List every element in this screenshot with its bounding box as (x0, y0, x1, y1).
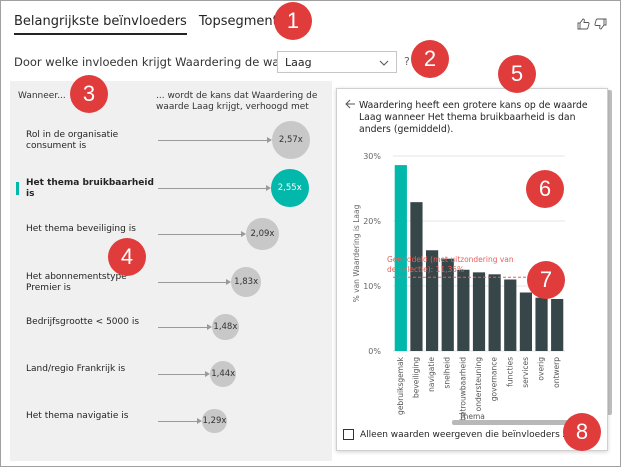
x-tick-label: governance (490, 357, 499, 402)
column-header-when: Wanneer... (18, 91, 66, 101)
dropdown-selected-value: Laag (285, 55, 312, 69)
influencer-label[interactable]: Het abonnementstype Premier is (26, 272, 127, 293)
influencer-filter-checkbox[interactable] (343, 429, 354, 440)
connector-line (158, 282, 226, 283)
arrowhead (205, 371, 210, 377)
x-tick-label: snelheid (443, 357, 452, 389)
chevron-down-icon (379, 56, 389, 69)
bar-gebruiksgemak[interactable] (394, 165, 407, 351)
arrowhead (226, 279, 231, 285)
callout-badge-5: 5 (498, 55, 536, 93)
x-tick-label: functies (505, 357, 514, 387)
y-tick-label: 20% (363, 217, 381, 226)
callout-badge-8: 8 (563, 413, 601, 451)
x-axis-label: Thema (458, 412, 485, 421)
vertical-scrollbar[interactable] (607, 90, 612, 415)
selected-indicator (16, 182, 19, 195)
help-icon[interactable]: ? (404, 55, 410, 68)
influence-bubble[interactable]: 2,09x (246, 217, 279, 251)
bar-betrouwbaarheid[interactable] (457, 269, 470, 351)
feedback-icons (577, 18, 607, 33)
influencer-filter-label: Alleen waarden weergeven die beïnvloeder… (360, 429, 579, 440)
influencer-label[interactable]: Het thema bruikbaarheid is (26, 178, 154, 199)
arrowhead (266, 185, 271, 191)
bar-navigatie[interactable] (425, 250, 439, 351)
bar-snelheid[interactable] (441, 258, 454, 351)
bar-overig[interactable] (535, 297, 548, 351)
bar-beveiliging[interactable] (410, 202, 423, 351)
x-tick-label: beveiliging (411, 357, 420, 398)
connector-line (158, 188, 266, 189)
callout-badge-2: 2 (411, 40, 449, 78)
column-header-likelihood: ... wordt de kans dat Waardering de waar… (156, 91, 318, 112)
callout-badge-1: 1 (274, 2, 312, 40)
connector-line (158, 421, 197, 422)
x-tick-label: navigatie (427, 357, 436, 392)
influence-bubble[interactable]: 1,29x (202, 408, 227, 434)
x-tick-label: betrouwbaarheid (458, 357, 467, 421)
bar-services[interactable] (519, 292, 533, 352)
influencer-label[interactable]: Het thema beveiliging is (26, 224, 136, 234)
influencer-label[interactable]: Het thema navigatie is (26, 411, 129, 421)
connector-line (158, 374, 205, 375)
bar-ontwerp[interactable] (551, 299, 564, 351)
influencer-label[interactable]: Rol in de organisatie consument is (26, 130, 119, 151)
y-tick-label: 0% (368, 347, 381, 356)
x-tick-label: gebruiksgemak (396, 356, 405, 415)
arrowhead (267, 137, 272, 143)
tab-top-segments[interactable]: Topsegmenten (198, 14, 295, 29)
arrow-left-icon[interactable] (345, 99, 356, 112)
average-label: Gemiddeld (met uitzondering van de select… (387, 255, 514, 274)
x-tick-label: ontwerp (552, 357, 561, 388)
callout-badge-7: 7 (527, 261, 565, 299)
tab-key-influencers[interactable]: Belangrijkste beïnvloeders (14, 14, 187, 35)
influence-bubble[interactable]: 1,44x (210, 360, 237, 388)
connector-line (158, 234, 241, 235)
bar-functies[interactable] (504, 279, 517, 352)
tab-bar: Belangrijkste beïnvloeders Topsegmenten (14, 14, 294, 35)
y-tick-label: 30% (363, 152, 381, 161)
callout-badge-4: 4 (108, 238, 146, 276)
detail-panel: Waardering heeft een grotere kans op de … (336, 88, 608, 451)
influence-bubble[interactable]: 1,83x (231, 266, 262, 298)
bar-governance[interactable] (488, 274, 501, 351)
bar-ondersteuning[interactable] (472, 272, 486, 351)
y-tick-label: 10% (363, 282, 381, 291)
connector-line (158, 140, 267, 141)
arrowhead (241, 231, 246, 237)
connector-line (158, 327, 207, 328)
detail-title: Waardering heeft een grotere kans op de … (359, 100, 588, 135)
arrowhead (197, 418, 202, 424)
influence-bubble[interactable]: 1,48x (212, 313, 239, 341)
y-axis-label: % van Waardering is Laag (352, 204, 361, 302)
callout-badge-3: 3 (70, 75, 108, 113)
influencer-label[interactable]: Bedrijfsgrootte < 5000 is (26, 317, 140, 327)
x-tick-label: services (521, 357, 530, 388)
arrowhead (207, 324, 212, 330)
influence-bubble[interactable]: 2,55x (271, 169, 309, 207)
x-tick-label: overig (537, 357, 546, 381)
influencers-panel: Wanneer... ... wordt de kans dat Waarder… (10, 81, 332, 461)
influencer-label[interactable]: Land/regio Frankrijk is (26, 364, 126, 374)
influencer-question: Door welke invloeden krijgt Waardering d… (14, 55, 306, 69)
influencer-filter-row: Alleen waarden weergeven die beïnvloeder… (343, 429, 578, 440)
callout-badge-6: 6 (526, 170, 564, 208)
theme-bar-chart: 0% 10% 20% 30% % van Waardering is Laag gebru… (352, 152, 565, 421)
x-tick-label: ondersteuning (474, 357, 483, 412)
thumbs-down-icon[interactable] (594, 18, 607, 33)
thumbs-up-icon[interactable] (577, 18, 590, 33)
horizontal-scrollbar[interactable] (452, 420, 572, 425)
value-dropdown[interactable]: Laag (277, 51, 397, 73)
influence-bubble[interactable]: 2,57x (272, 121, 310, 159)
